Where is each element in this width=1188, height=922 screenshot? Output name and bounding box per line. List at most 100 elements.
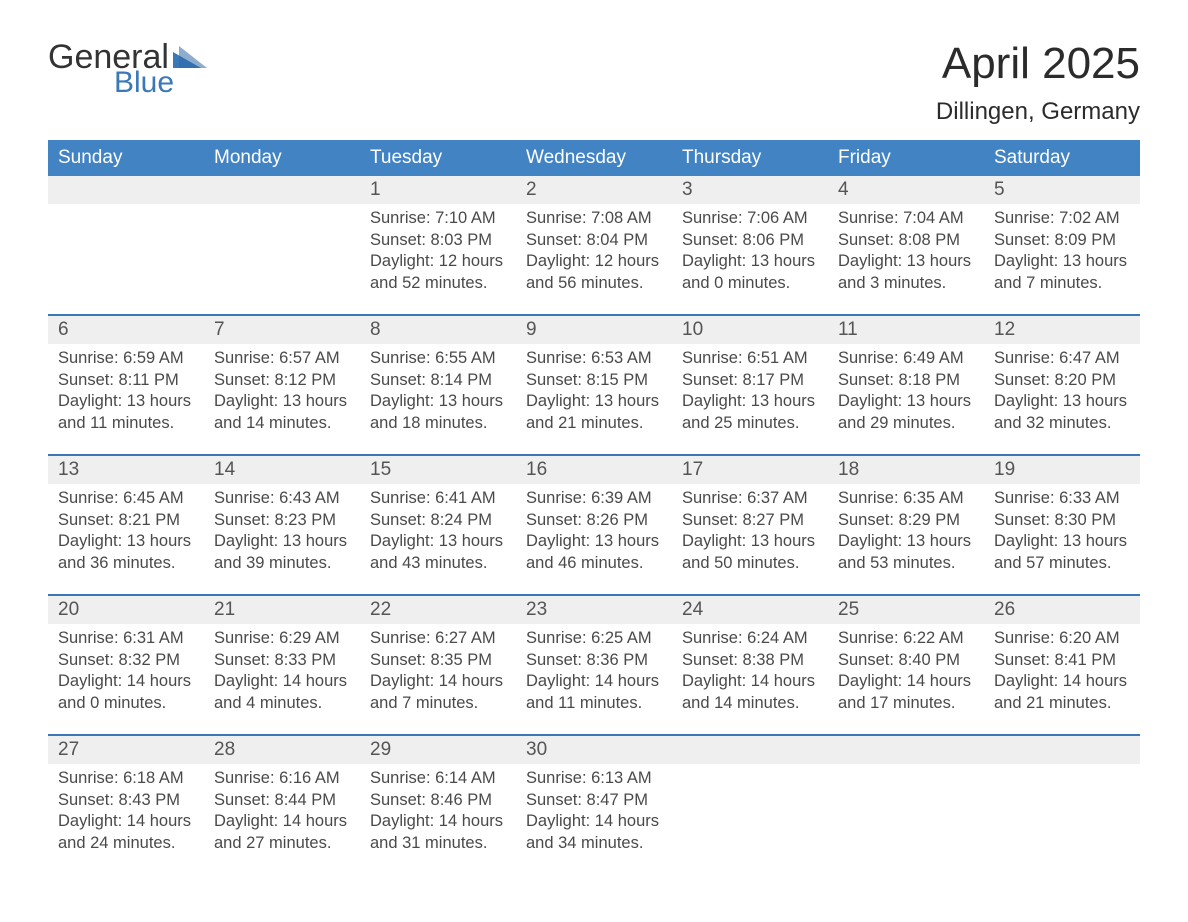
dow-monday: Monday bbox=[204, 140, 360, 176]
day-body-row: Sunrise: 6:45 AMSunset: 8:21 PM Daylight:… bbox=[48, 484, 1140, 594]
daylight-text: Daylight: 13 hours and 21 minutes. bbox=[526, 391, 662, 434]
date-number bbox=[48, 176, 204, 204]
sunrise-text: Sunrise: 6:51 AM bbox=[682, 348, 818, 369]
day-cell: Sunrise: 6:29 AMSunset: 8:33 PMDaylight:… bbox=[204, 624, 360, 720]
date-number: 29 bbox=[360, 736, 516, 764]
sunrise-text: Sunrise: 6:14 AM bbox=[370, 768, 506, 789]
sunrise-text: Sunrise: 6:47 AM bbox=[994, 348, 1130, 369]
sunset-text: Sunset: 8:23 PM bbox=[214, 510, 350, 531]
daylight-text: Daylight: 13 hours and 14 minutes. bbox=[214, 391, 350, 434]
date-number: 9 bbox=[516, 316, 672, 344]
day-cell: Sunrise: 6:27 AMSunset: 8:35 PMDaylight:… bbox=[360, 624, 516, 720]
sunrise-text: Sunrise: 6:35 AM bbox=[838, 488, 974, 509]
sunrise-text: Sunrise: 7:06 AM bbox=[682, 208, 818, 229]
sunset-text: Sunset: 8:26 PM bbox=[526, 510, 662, 531]
sunset-text: Sunset: 8:44 PM bbox=[214, 790, 350, 811]
day-cell bbox=[672, 764, 828, 860]
sunrise-text: Sunrise: 6:39 AM bbox=[526, 488, 662, 509]
date-number: 25 bbox=[828, 596, 984, 624]
sunset-text: Sunset: 8:32 PM bbox=[58, 650, 194, 671]
sunset-text: Sunset: 8:35 PM bbox=[370, 650, 506, 671]
daylight-text: Daylight: 13 hours and 53 minutes. bbox=[838, 531, 974, 574]
sunrise-text: Sunrise: 6:49 AM bbox=[838, 348, 974, 369]
day-cell: Sunrise: 7:04 AMSunset: 8:08 PMDaylight:… bbox=[828, 204, 984, 300]
day-body-row: Sunrise: 6:31 AMSunset: 8:32 PMDaylight:… bbox=[48, 624, 1140, 734]
daylight-text: Daylight: 14 hours and 4 minutes. bbox=[214, 671, 350, 714]
logo: General Blue bbox=[48, 40, 207, 98]
sunset-text: Sunset: 8:30 PM bbox=[994, 510, 1130, 531]
date-number: 26 bbox=[984, 596, 1140, 624]
sunrise-text: Sunrise: 6:18 AM bbox=[58, 768, 194, 789]
sunset-text: Sunset: 8:12 PM bbox=[214, 370, 350, 391]
daylight-text: Daylight: 14 hours and 27 minutes. bbox=[214, 811, 350, 854]
week-row: 20212223242526Sunrise: 6:31 AMSunset: 8:… bbox=[48, 594, 1140, 734]
dow-wednesday: Wednesday bbox=[516, 140, 672, 176]
day-cell: Sunrise: 6:18 AMSunset: 8:43 PMDaylight:… bbox=[48, 764, 204, 860]
day-cell: Sunrise: 6:25 AMSunset: 8:36 PMDaylight:… bbox=[516, 624, 672, 720]
daylight-text: Daylight: 12 hours and 52 minutes. bbox=[370, 251, 506, 294]
sunrise-text: Sunrise: 7:10 AM bbox=[370, 208, 506, 229]
date-number-row: 27282930 bbox=[48, 736, 1140, 764]
sunset-text: Sunset: 8:11 PM bbox=[58, 370, 194, 391]
sunrise-text: Sunrise: 6:45 AM bbox=[58, 488, 194, 509]
day-cell: Sunrise: 6:33 AMSunset: 8:30 PMDaylight:… bbox=[984, 484, 1140, 580]
date-number bbox=[204, 176, 360, 204]
dow-thursday: Thursday bbox=[672, 140, 828, 176]
daylight-text: Daylight: 14 hours and 34 minutes. bbox=[526, 811, 662, 854]
date-number: 27 bbox=[48, 736, 204, 764]
day-cell: Sunrise: 6:59 AMSunset: 8:11 PMDaylight:… bbox=[48, 344, 204, 440]
day-cell bbox=[984, 764, 1140, 860]
sunset-text: Sunset: 8:27 PM bbox=[682, 510, 818, 531]
sunrise-text: Sunrise: 6:22 AM bbox=[838, 628, 974, 649]
dow-saturday: Saturday bbox=[984, 140, 1140, 176]
logo-word2: Blue bbox=[114, 68, 207, 98]
sunset-text: Sunset: 8:29 PM bbox=[838, 510, 974, 531]
date-number: 19 bbox=[984, 456, 1140, 484]
day-cell: Sunrise: 6:13 AMSunset: 8:47 PMDaylight:… bbox=[516, 764, 672, 860]
day-cell: Sunrise: 6:53 AMSunset: 8:15 PMDaylight:… bbox=[516, 344, 672, 440]
date-number: 17 bbox=[672, 456, 828, 484]
sunset-text: Sunset: 8:21 PM bbox=[58, 510, 194, 531]
daylight-text: Daylight: 14 hours and 31 minutes. bbox=[370, 811, 506, 854]
daylight-text: Daylight: 14 hours and 14 minutes. bbox=[682, 671, 818, 714]
day-cell: Sunrise: 6:14 AMSunset: 8:46 PMDaylight:… bbox=[360, 764, 516, 860]
date-number: 21 bbox=[204, 596, 360, 624]
sunrise-text: Sunrise: 6:29 AM bbox=[214, 628, 350, 649]
daylight-text: Daylight: 13 hours and 0 minutes. bbox=[682, 251, 818, 294]
daylight-text: Daylight: 14 hours and 24 minutes. bbox=[58, 811, 194, 854]
date-number: 8 bbox=[360, 316, 516, 344]
week-row: 13141516171819Sunrise: 6:45 AMSunset: 8:… bbox=[48, 454, 1140, 594]
sunset-text: Sunset: 8:15 PM bbox=[526, 370, 662, 391]
week-row: 27282930Sunrise: 6:18 AMSunset: 8:43 PMD… bbox=[48, 734, 1140, 874]
day-body-row: Sunrise: 6:18 AMSunset: 8:43 PMDaylight:… bbox=[48, 764, 1140, 874]
date-number: 2 bbox=[516, 176, 672, 204]
day-cell bbox=[204, 204, 360, 300]
sunrise-text: Sunrise: 6:41 AM bbox=[370, 488, 506, 509]
daylight-text: Daylight: 13 hours and 25 minutes. bbox=[682, 391, 818, 434]
sunset-text: Sunset: 8:20 PM bbox=[994, 370, 1130, 391]
week-row: 12345Sunrise: 7:10 AMSunset: 8:03 PMDayl… bbox=[48, 176, 1140, 314]
page-title: April 2025 bbox=[936, 40, 1140, 88]
day-cell: Sunrise: 6:35 AMSunset: 8:29 PMDaylight:… bbox=[828, 484, 984, 580]
date-number: 4 bbox=[828, 176, 984, 204]
daylight-text: Daylight: 13 hours and 3 minutes. bbox=[838, 251, 974, 294]
sunset-text: Sunset: 8:18 PM bbox=[838, 370, 974, 391]
date-number bbox=[672, 736, 828, 764]
sunrise-text: Sunrise: 6:27 AM bbox=[370, 628, 506, 649]
day-cell: Sunrise: 6:37 AMSunset: 8:27 PMDaylight:… bbox=[672, 484, 828, 580]
date-number: 30 bbox=[516, 736, 672, 764]
sunset-text: Sunset: 8:14 PM bbox=[370, 370, 506, 391]
sunrise-text: Sunrise: 7:04 AM bbox=[838, 208, 974, 229]
date-number: 14 bbox=[204, 456, 360, 484]
day-cell: Sunrise: 6:55 AMSunset: 8:14 PMDaylight:… bbox=[360, 344, 516, 440]
sunset-text: Sunset: 8:38 PM bbox=[682, 650, 818, 671]
sunset-text: Sunset: 8:03 PM bbox=[370, 230, 506, 251]
day-cell: Sunrise: 7:06 AMSunset: 8:06 PMDaylight:… bbox=[672, 204, 828, 300]
daylight-text: Daylight: 14 hours and 11 minutes. bbox=[526, 671, 662, 714]
sunset-text: Sunset: 8:24 PM bbox=[370, 510, 506, 531]
daylight-text: Daylight: 13 hours and 50 minutes. bbox=[682, 531, 818, 574]
daylight-text: Daylight: 12 hours and 56 minutes. bbox=[526, 251, 662, 294]
daylight-text: Daylight: 13 hours and 46 minutes. bbox=[526, 531, 662, 574]
day-cell: Sunrise: 6:16 AMSunset: 8:44 PMDaylight:… bbox=[204, 764, 360, 860]
date-number bbox=[828, 736, 984, 764]
